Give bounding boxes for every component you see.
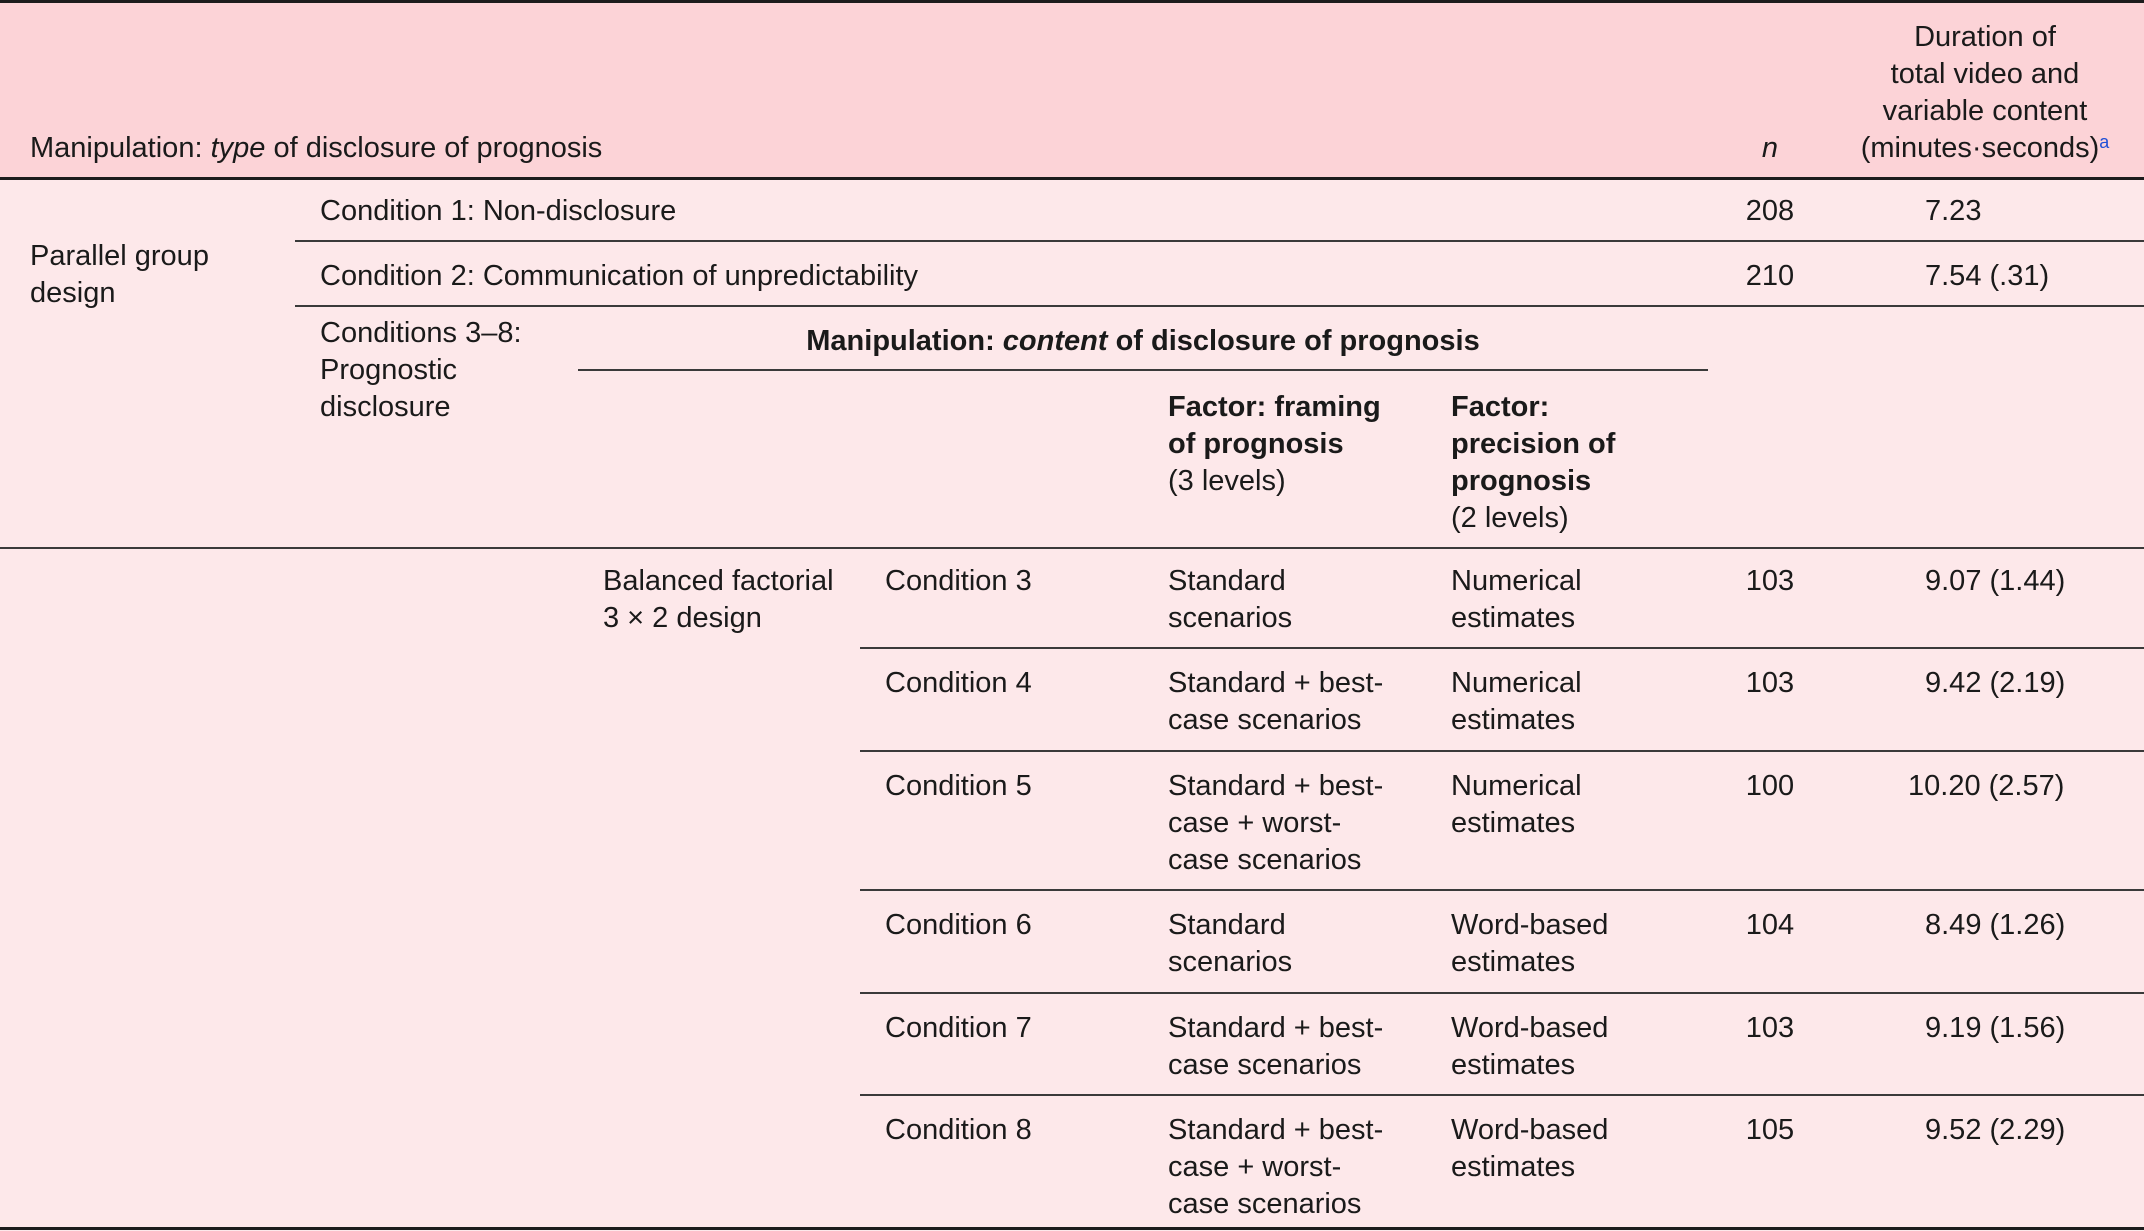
condition-2-duration: 7.54 (.31) — [1925, 260, 2050, 292]
condition-7-label: Condition 7 — [885, 1012, 1032, 1044]
row-divider — [295, 240, 2144, 242]
row-divider — [860, 992, 2144, 994]
condition-3-duration: 9.07 (1.44) — [1925, 565, 2066, 597]
framing-factor-heading: Factor: framing of prognosis (3 levels) — [1168, 391, 1381, 497]
content-manipulation-heading: Manipulation: content of disclosure of p… — [806, 325, 1480, 357]
condition-6-framing: Standard scenarios — [1168, 909, 1293, 978]
condition-3-precision: Numerical estimates — [1451, 565, 1582, 634]
condition-5-n: 100 — [1745, 770, 1795, 802]
condition-3-label: Condition 3 — [885, 565, 1032, 597]
condition-1-label: Condition 1: Non-disclosure — [320, 195, 677, 227]
condition-4-n: 103 — [1745, 667, 1795, 699]
condition-7-precision: Word-based estimates — [1451, 1012, 1609, 1081]
condition-1-duration: 7.23 — [1925, 195, 1982, 227]
factorial-design-label: Balanced factorial 3 × 2 design — [603, 565, 834, 634]
condition-4-duration: 9.42 (2.19) — [1925, 667, 2066, 699]
condition-3-n: 103 — [1745, 565, 1795, 597]
condition-7-n: 103 — [1745, 1012, 1795, 1044]
content-heading-rule — [578, 369, 1708, 371]
parallel-design-label: Parallel group design — [30, 240, 209, 309]
row-divider — [860, 889, 2144, 891]
condition-8-label: Condition 8 — [885, 1114, 1032, 1146]
precision-factor-heading: Factor: precision of prognosis (2 levels… — [1451, 391, 1616, 534]
condition-5-precision: Numerical estimates — [1451, 770, 1582, 839]
condition-6-label: Condition 6 — [885, 909, 1032, 941]
row-divider — [860, 647, 2144, 649]
condition-6-duration: 8.49 (1.26) — [1925, 909, 2066, 941]
row-divider — [860, 750, 2144, 752]
row-divider — [860, 1094, 2144, 1096]
manipulation-type-heading: Manipulation: type of disclosure of prog… — [30, 132, 603, 164]
condition-2-label: Condition 2: Communication of unpredicta… — [320, 260, 919, 292]
section-rule — [0, 547, 2144, 549]
condition-4-label: Condition 4 — [885, 667, 1032, 699]
condition-8-n: 105 — [1745, 1114, 1795, 1146]
condition-4-precision: Numerical estimates — [1451, 667, 1582, 736]
top-rule — [0, 0, 2144, 3]
table-header-band — [0, 2, 2144, 178]
condition-7-framing: Standard + best- case scenarios — [1168, 1012, 1384, 1081]
condition-8-duration: 9.52 (2.29) — [1925, 1114, 2066, 1146]
condition-5-label: Condition 5 — [885, 770, 1032, 802]
condition-2-n: 210 — [1745, 260, 1795, 292]
footnote-marker: a — [2099, 132, 2110, 152]
condition-3-framing: Standard scenarios — [1168, 565, 1293, 634]
condition-8-precision: Word-based estimates — [1451, 1114, 1609, 1183]
n-column-heading: n — [1761, 132, 1779, 164]
bottom-rule — [0, 1227, 2144, 1230]
condition-5-duration: 10.20 (2.57) — [1908, 770, 2065, 802]
condition-6-precision: Word-based estimates — [1451, 909, 1609, 978]
prognostic-disclosure-label: Conditions 3–8: Prognostic disclosure — [320, 317, 522, 423]
condition-4-framing: Standard + best- case scenarios — [1168, 667, 1384, 736]
row-divider — [295, 305, 2144, 307]
header-bottom-rule — [0, 177, 2144, 180]
condition-1-n: 208 — [1745, 195, 1795, 227]
condition-5-framing: Standard + best- case + worst- case scen… — [1168, 770, 1384, 876]
duration-column-heading: Duration of total video and variable con… — [1860, 21, 2110, 164]
condition-8-framing: Standard + best- case + worst- case scen… — [1168, 1114, 1384, 1220]
condition-6-n: 104 — [1745, 909, 1795, 941]
condition-7-duration: 9.19 (1.56) — [1925, 1012, 2066, 1044]
